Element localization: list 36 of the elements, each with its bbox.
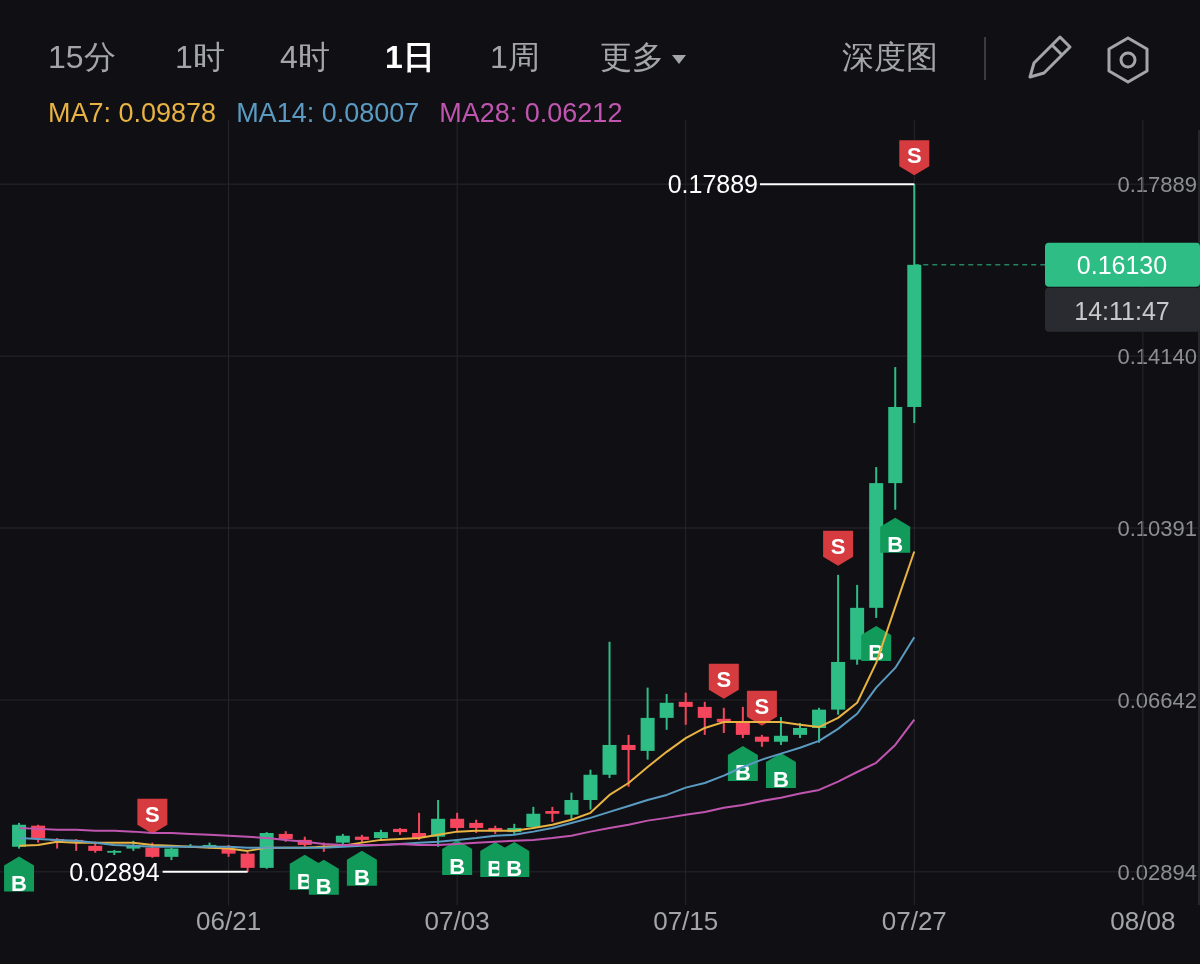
annotation: 14:11:47 <box>1074 296 1170 325</box>
ref-line-label: 0.16130 <box>1076 250 1168 279</box>
x-tick-label: 07/03 <box>424 906 490 936</box>
annotation: 0.02894 <box>69 857 160 886</box>
annotation: S <box>754 693 770 719</box>
x-tick-label: 06/21 <box>196 906 262 936</box>
annotation: S <box>145 801 160 827</box>
y-tick-label: 0.06642 <box>1117 687 1197 713</box>
annotation: S <box>830 533 846 559</box>
text: 1周 <box>490 39 540 75</box>
text: MA7: 0.09878 <box>48 98 217 128</box>
annotation: B <box>353 864 370 890</box>
x-tick-label: 08/08 <box>1110 906 1176 936</box>
text: 15分 <box>48 39 116 75</box>
text: 1日 <box>385 39 435 75</box>
text: 1时 <box>175 39 225 75</box>
annotation: B <box>887 531 904 557</box>
annotation: B <box>773 766 789 792</box>
y-tick-label: 0.10391 <box>1117 516 1197 541</box>
x-tick-label: 07/27 <box>881 906 947 936</box>
y-tick-label: 0.17889 <box>1117 172 1197 198</box>
annotation: 0.17889 <box>667 170 758 199</box>
y-tick-label: 0.02894 <box>1117 859 1197 885</box>
text: 4时 <box>280 39 330 75</box>
annotation: B <box>11 870 27 896</box>
annotation: B <box>506 855 523 881</box>
x-tick-label: 07/15 <box>653 906 719 936</box>
text: MA14: 0.08007 <box>236 98 420 128</box>
annotation: B <box>449 854 466 880</box>
annotation: B <box>315 873 332 899</box>
annotation: S <box>906 143 922 169</box>
text: 深度图 <box>842 39 938 75</box>
text: MA28: 0.06212 <box>439 98 623 128</box>
y-tick-label: 0.14140 <box>1117 344 1197 370</box>
text: 更多 <box>600 39 664 75</box>
annotation: S <box>716 666 732 692</box>
